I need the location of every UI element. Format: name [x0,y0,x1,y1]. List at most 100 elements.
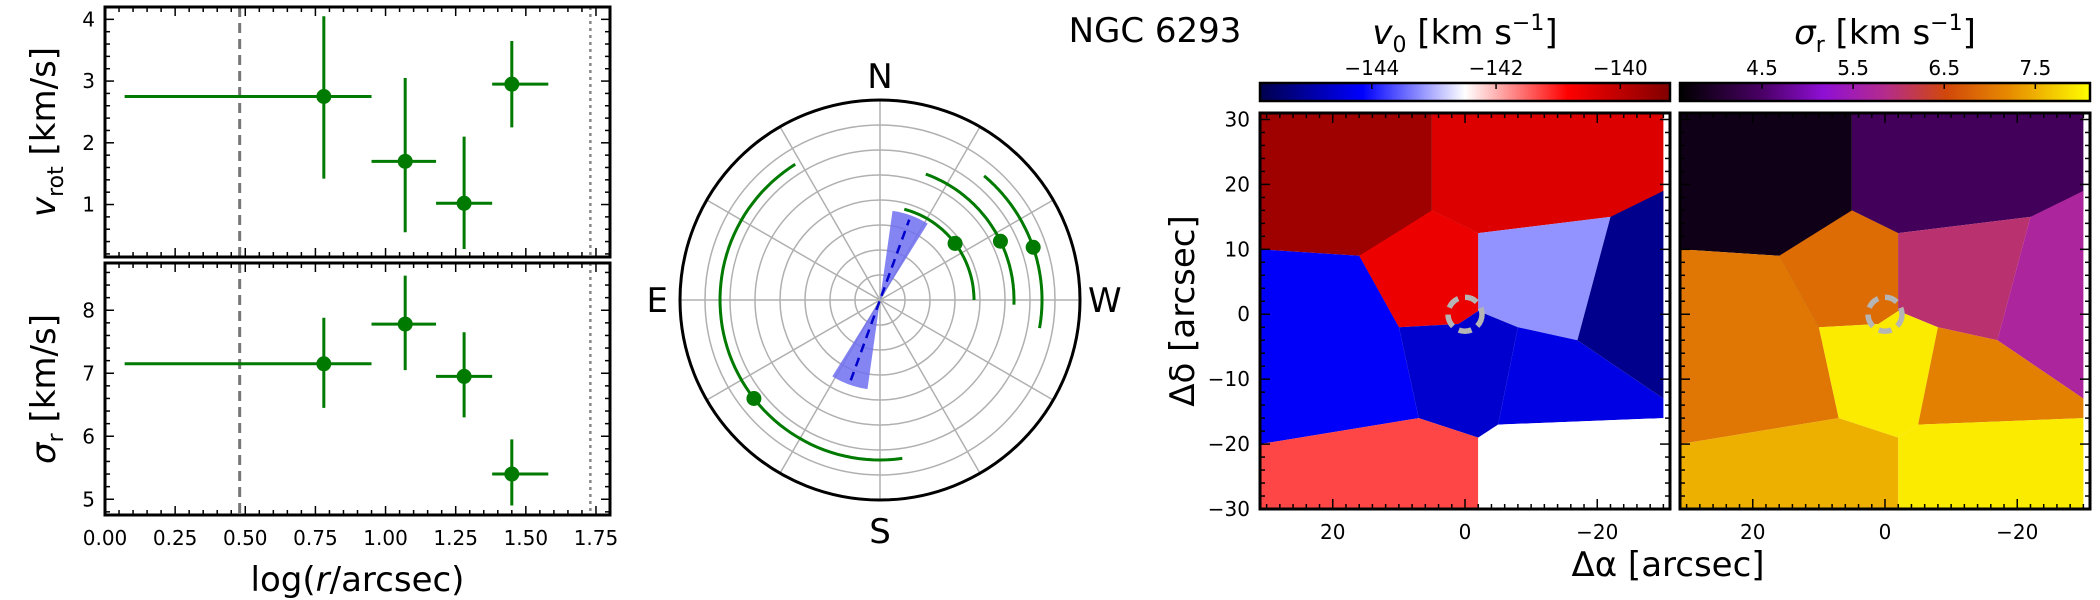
data-point [436,332,493,418]
pa-axis-line [849,219,911,381]
data-point [124,317,372,408]
data-point [492,439,549,506]
voronoi-cell [1398,311,1518,438]
direction-north: N [867,57,892,97]
voronoi-cell [1997,190,2084,399]
voronoi-cell [1260,418,1479,509]
y-tick-label: −10 [1208,367,1250,391]
y-tick-label: −30 [1208,497,1250,521]
x-tick-label: 0.50 [223,526,268,550]
pa-uncertainty-wedge [832,300,880,390]
direction-east: E [647,281,668,321]
voronoi-cell [1359,210,1479,328]
plot-area [105,7,610,257]
map-title-symbol: σ [1794,13,1817,53]
colorbar [1678,81,2092,103]
y-tick-label: 2 [82,131,95,155]
y-tick-label: 3 [82,69,95,93]
map-title-subscript: 0 [1393,33,1407,58]
y-axis-label: σr [km/s] [24,314,69,464]
figure-title: NGC 6293 [1069,11,1242,51]
voronoi-cell [1680,418,1899,509]
colorbar-tick-label: −142 [1469,56,1524,80]
voronoi-cell [1851,113,2084,234]
y-tick-label: 10 [1225,237,1250,261]
y-tick-label: 6 [82,424,95,448]
y-tick-label: 0 [1237,302,1250,326]
map-title-exponent: −1 [1930,11,1962,36]
voronoi-cell [1818,311,1938,438]
data-marker [504,76,520,92]
voronoi-cell [1898,418,2084,509]
data-point [371,275,437,371]
voronoi-cell [1918,327,2084,425]
voronoi-cell [1478,418,1664,509]
y-tick-label: 1 [82,193,95,217]
x-tick-label: 1.00 [363,526,408,550]
voronoi-cell [1498,327,1664,425]
y-axis-label-unit: [km/s] [24,47,64,166]
map-title-symbol: v [1372,13,1393,53]
map-title-unit-close: ] [1963,13,1976,53]
map-title-unit-close: ] [1544,13,1557,53]
x-tick-label: −20 [1996,520,2038,544]
data-marker [456,195,472,211]
pa-error-arc [925,172,1016,305]
x-tick-label: 1.25 [433,526,478,550]
y-axis-label: Δδ [arcsec] [1163,215,1203,406]
polar-frame [678,98,1082,502]
position-angle-polar-panel: N S E W [647,57,1122,552]
data-marker [397,153,413,169]
data-point [371,77,437,233]
map-title-unit: [km s [1825,13,1930,53]
map-title: σr [km s−1] [1794,11,1976,58]
data-marker [316,89,332,105]
x-tick-label: 20 [1740,520,1765,544]
dispersion-map-panel: 20 0 −20 4.5 5.5 6.5 7.5 σr [km s−1] [1678,11,2092,544]
y-tick-label: −20 [1208,432,1250,456]
plot-area [105,263,610,515]
x-axis-label-part: /arcsec) [330,560,465,600]
pa-marker [947,235,963,251]
voronoi-cell [1260,249,1419,445]
y-tick-label: 8 [82,298,95,322]
voronoi-cell [1577,190,1664,399]
data-marker [397,316,413,332]
x-tick-label: 0 [1459,520,1472,544]
data-point [124,16,372,179]
y-tick-label: 30 [1225,107,1250,131]
pa-marker [1025,239,1041,255]
y-axis-label-symbol: σ [24,441,64,464]
cluster-center-marker [1445,294,1485,334]
pa-uncertainty-wedge [880,210,928,300]
x-tick-label: 0.25 [153,526,198,550]
x-axis-label-part: log( [251,560,316,600]
y-axis-label-symbol: v [24,196,64,217]
dispersion-profile-panel: 5 6 7 8 0.00 0.25 0.50 0.75 1.00 1.25 1.50 1.75 log(… [24,261,619,600]
data-marker [316,356,332,372]
data-point [492,40,549,128]
x-tick-label: 20 [1320,520,1345,544]
cluster-center-marker [1865,294,1905,334]
x-tick-label: 0.00 [83,526,128,550]
map-title-unit: [km s [1407,13,1512,53]
colorbar-tick-label: 5.5 [1837,56,1869,80]
voronoi-cell [1680,249,1839,445]
colorbar-tick-label: 4.5 [1746,56,1778,80]
x-tick-label: 0 [1879,520,1892,544]
direction-south: S [869,512,891,552]
colorbar-tick-label: −140 [1593,56,1648,80]
x-tick-label: 0.75 [293,526,338,550]
y-axis-label-unit: [km/s] [24,314,64,433]
direction-west: W [1088,281,1122,321]
voronoi-cell [1898,216,2031,341]
x-tick-label: −20 [1576,520,1618,544]
x-tick-label: 1.75 [574,526,619,550]
y-tick-label: 5 [82,487,95,511]
map-title-subscript: r [1816,33,1826,58]
map-title-exponent: −1 [1512,11,1544,36]
y-tick-label: 20 [1225,172,1250,196]
y-axis-label-subscript: r [44,432,69,442]
